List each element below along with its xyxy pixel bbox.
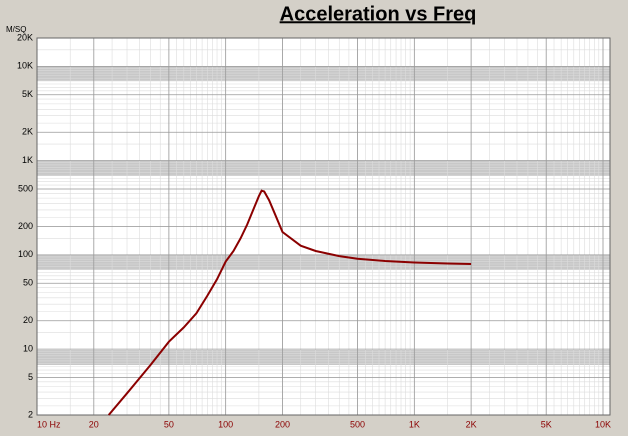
y-tick-label: 100 [18,249,33,259]
y-tick-label: 500 [18,183,33,193]
x-tick-label: 500 [350,419,365,429]
plot-frame [36,37,611,416]
y-tick-label: 10 [23,343,33,353]
x-tick-label: 20 [89,419,99,429]
y-tick-label: 2K [22,127,33,137]
x-tick-label: 200 [275,419,290,429]
band [37,66,610,81]
y-tick-label: 5 [28,372,33,382]
y-tick-label: 2 [28,409,33,419]
y-tick-label: 200 [18,221,33,231]
chart-title: Acceleration vs Freq [280,3,477,25]
y-tick-label: 20K [17,32,33,42]
x-tick-label: 10 Hz [37,419,61,429]
data-line [107,189,472,416]
y-tick-label: 1K [22,155,33,165]
band [37,255,610,270]
x-tick-label: 5K [541,419,552,429]
y-tick-label: 10K [17,61,33,71]
y-tick-label: 50 [23,278,33,288]
x-tick-label: 50 [164,419,174,429]
x-tick-label: 100 [218,419,233,429]
band [37,350,610,365]
x-tick-label: 1K [409,419,420,429]
y-tick-label: 20 [23,315,33,325]
x-tick-label: 2K [466,419,477,429]
band [37,161,610,176]
y-tick-label: 5K [22,89,33,99]
y-axis-label: M/SQ [6,25,26,34]
x-tick-label: 10K [595,419,611,429]
